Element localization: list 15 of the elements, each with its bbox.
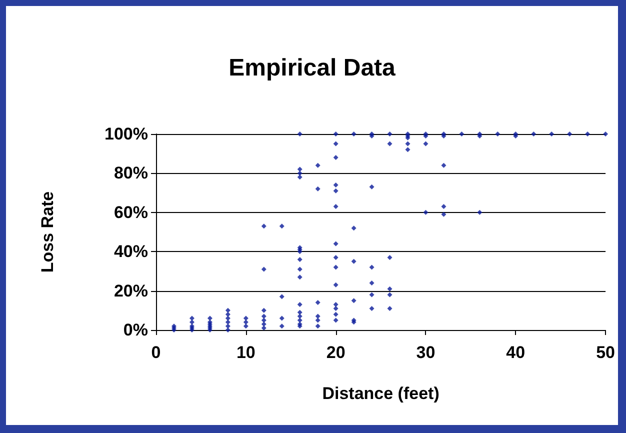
y-tick-label: 60% bbox=[114, 202, 148, 222]
x-tick-label: 40 bbox=[506, 343, 526, 362]
x-tick-label: 30 bbox=[416, 343, 436, 362]
y-tick-label: 20% bbox=[114, 281, 148, 300]
y-axis-title: Loss Rate bbox=[38, 191, 57, 273]
chart-title: Empirical Data bbox=[228, 54, 396, 82]
y-tick-label: 80% bbox=[114, 164, 148, 183]
y-tick-label: 100% bbox=[104, 124, 148, 144]
y-tick-label: 0% bbox=[123, 320, 148, 340]
x-tick-label: 50 bbox=[596, 343, 616, 362]
x-tick-label: 0 bbox=[151, 343, 161, 362]
x-tick-label: 10 bbox=[236, 343, 256, 362]
x-tick-label: 20 bbox=[326, 343, 346, 362]
y-tick-label: 40% bbox=[114, 242, 148, 262]
x-axis-title: Distance (feet) bbox=[322, 384, 440, 403]
